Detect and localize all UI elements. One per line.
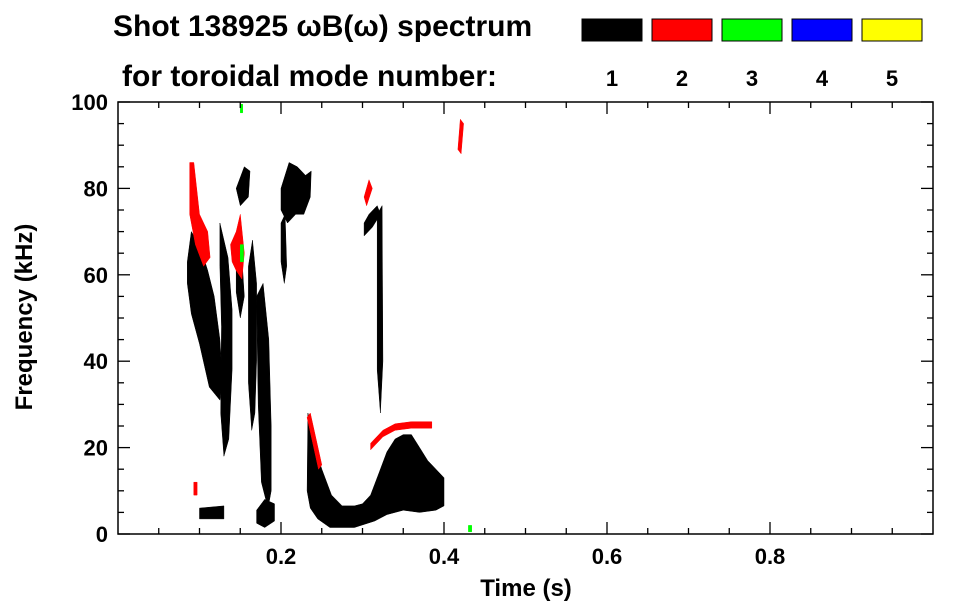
axis-ticks: 0 20 40 60 80 100 0.2 0.4 0.6 0.8 (71, 90, 933, 569)
x-tick-label-0.2: 0.2 (266, 544, 297, 569)
mode-2-region-13 (189, 162, 211, 267)
mode-1-region-12 (376, 204, 384, 414)
mode-1-region-2 (199, 505, 225, 520)
x-tick-label-0.4: 0.4 (429, 544, 460, 569)
mode-1-region-3 (235, 166, 251, 207)
y-tick-label-0: 0 (96, 522, 108, 547)
x-tick-label-0.6: 0.6 (592, 544, 623, 569)
legend-label-5: 5 (886, 66, 898, 91)
mode-1-region-7 (256, 499, 275, 528)
legend-label-2: 2 (676, 66, 688, 91)
chart-title: Shot 138925 ωB(ω) spectrum (113, 10, 532, 43)
mode-2-region-18 (457, 118, 464, 155)
legend-swatch-2 (651, 18, 713, 42)
mode-2-region-16 (370, 421, 433, 451)
mode-3-region-20 (240, 244, 244, 263)
x-axis-label: Time (s) (480, 575, 572, 602)
legend-label-4: 4 (816, 66, 829, 91)
mode-2-region-19 (193, 481, 198, 496)
y-axis-label: Frequency (kHz) (11, 224, 38, 411)
mode-3-region-22 (468, 525, 472, 533)
mode-1-region-9 (280, 214, 287, 284)
legend-swatch-5 (861, 18, 923, 42)
mode-1-region-6 (256, 282, 272, 509)
mode-1-region-5 (248, 240, 257, 431)
y-tick-label-80: 80 (84, 176, 108, 201)
mode-1-region-8 (280, 162, 312, 224)
y-tick-label-40: 40 (84, 349, 108, 374)
legend-swatch-4 (791, 18, 853, 42)
legend-swatch-1 (581, 18, 643, 42)
mode-legend: 1 2 3 4 5 (581, 18, 923, 91)
legend-swatch-3 (721, 18, 783, 42)
mode-1-region-1 (219, 222, 233, 457)
y-tick-label-20: 20 (84, 436, 108, 461)
chart-subtitle: for toroidal mode number: (122, 60, 497, 93)
y-tick-label-100: 100 (71, 90, 108, 115)
mode-2-region-14 (230, 214, 245, 280)
x-tick-label-0.8: 0.8 (755, 544, 786, 569)
mode-1-region-10 (306, 412, 445, 528)
legend-label-3: 3 (746, 66, 758, 91)
mode-2-region-17 (363, 179, 373, 207)
legend-label-1: 1 (606, 66, 618, 91)
y-tick-label-60: 60 (84, 263, 108, 288)
spectrum-regions (187, 103, 472, 533)
mode-2-region-15 (306, 412, 323, 470)
